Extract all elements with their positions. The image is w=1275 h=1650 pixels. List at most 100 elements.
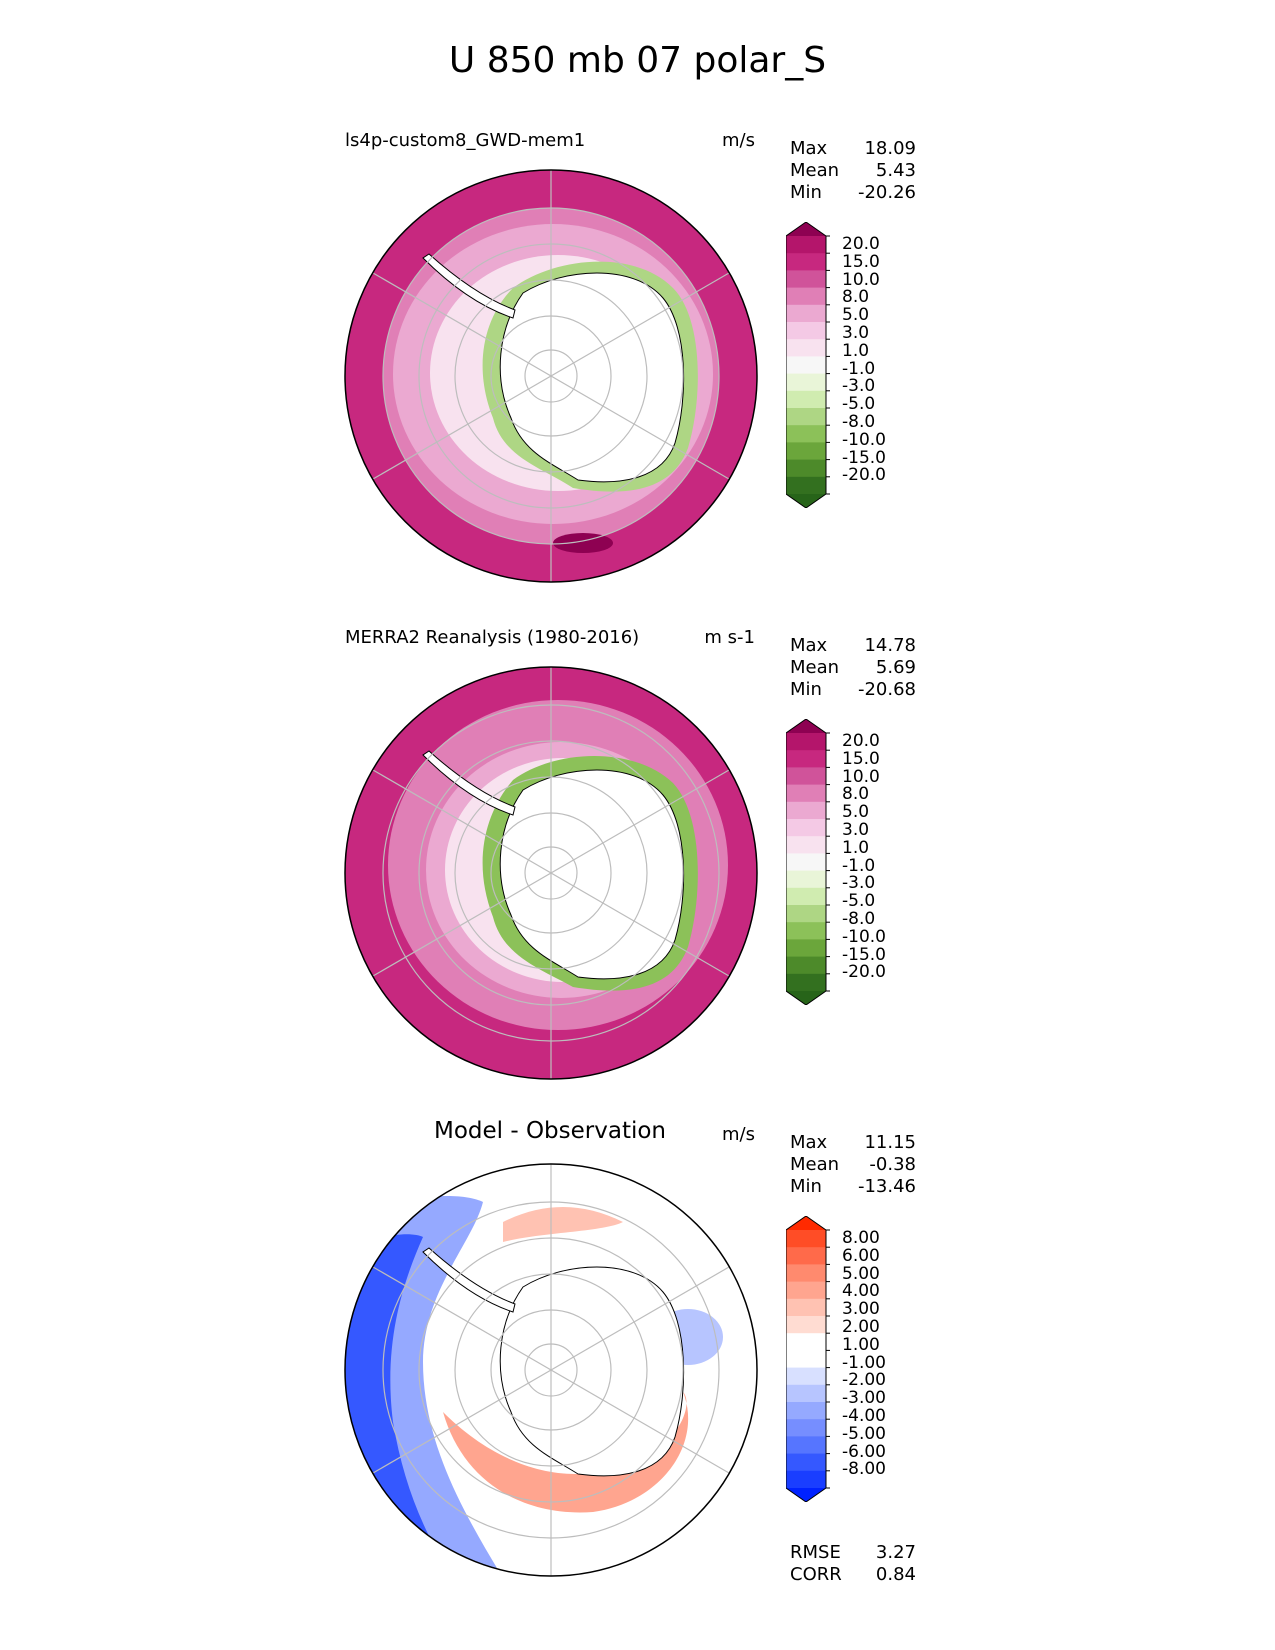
colorbar-tick-label: 20.0 xyxy=(842,234,880,254)
panel-difference: Model - Observation m/s Max 11.15 Mean -0.… xyxy=(0,1118,1275,1614)
min-value: -13.46 xyxy=(857,1176,916,1197)
colorbar-extend-min xyxy=(786,991,826,1005)
colorbar-segment xyxy=(786,887,826,906)
colorbar-tick-label: -2.00 xyxy=(842,1370,886,1391)
colorbar-tick-label: 4.00 xyxy=(842,1281,880,1302)
colorbar-tick-label: -3.0 xyxy=(842,873,876,894)
colorbar-tick-label: 8.0 xyxy=(842,287,870,308)
polar-map xyxy=(344,666,758,1080)
colorbar-segment xyxy=(786,476,826,495)
mean-value: 5.43 xyxy=(875,160,916,181)
colorbar-tick-label: -15.0 xyxy=(842,944,886,965)
colorbar-tick-label: -1.0 xyxy=(842,358,876,379)
colorbar-segment xyxy=(786,1281,826,1300)
mean-label: Mean xyxy=(790,160,840,181)
mean-label: Mean xyxy=(790,657,840,678)
max-value: 18.09 xyxy=(864,138,916,159)
colorbar-labels: 8.00 6.00 5.00 4.00 3.00 2.00 1.00 -1.00 -2.00 -3… xyxy=(842,1229,886,1479)
colorbar-extend-min xyxy=(786,1488,826,1502)
colorbar-segment xyxy=(786,373,826,392)
max-value: 11.15 xyxy=(864,1132,916,1153)
colorbar-segment xyxy=(786,1316,826,1334)
rmse-value: 3.27 xyxy=(875,1542,916,1563)
colorbar-tick-label: 5.00 xyxy=(842,1263,880,1284)
panel-units: m/s xyxy=(722,1124,755,1145)
max-label: Max xyxy=(790,1132,828,1153)
colorbar-tick-label: -1.0 xyxy=(842,855,876,876)
polar-map xyxy=(344,1163,758,1577)
colorbar-labels: 20.0 15.0 10.0 8.0 5.0 3.0 1.0 -1.0 -3.0 -5.0 -8.0… xyxy=(842,732,886,983)
panel-title: MERRA2 Reanalysis (1980-2016) xyxy=(345,627,640,648)
min-label: Min xyxy=(790,182,822,203)
colorbar-segment xyxy=(786,767,826,786)
colorbar-segment xyxy=(786,784,826,803)
colorbar-tick-label: 10.0 xyxy=(842,269,880,290)
colorbar-tick-label: 8.0 xyxy=(842,784,870,805)
max-value: 14.78 xyxy=(864,635,916,656)
panel-title: Model - Observation xyxy=(433,1118,667,1144)
colorbar-segment xyxy=(786,1333,826,1351)
colorbar-tick-label: -4.00 xyxy=(842,1405,886,1426)
colorbar-tick-label: 6.00 xyxy=(842,1245,880,1266)
colorbar-tick-label: 15.0 xyxy=(842,748,880,769)
colorbar-tick-label: 2.00 xyxy=(842,1316,880,1337)
mean-value: -0.38 xyxy=(869,1154,916,1175)
colorbar-segment xyxy=(786,442,826,461)
colorbar-segment xyxy=(786,425,826,443)
colorbar-segment xyxy=(786,408,826,426)
colorbar-segment xyxy=(786,853,826,872)
panel-title: ls4p-custom8_GWD-mem1 xyxy=(345,130,586,151)
colorbar-tick-label: -5.0 xyxy=(842,891,876,912)
colorbar-extend-min xyxy=(786,494,826,508)
min-label: Min xyxy=(790,1176,822,1197)
colorbar-extend-max xyxy=(786,719,826,733)
antarctic-peninsula xyxy=(422,750,516,816)
colorbar-tick-label: 1.0 xyxy=(842,837,870,858)
colorbar-tick-label: -20.0 xyxy=(842,465,886,486)
colorbar-segment xyxy=(786,270,826,289)
colorbar-segment xyxy=(786,390,826,409)
colorbar-segment xyxy=(786,922,826,940)
colorbar-segment xyxy=(786,322,826,340)
colorbar-segment xyxy=(786,956,826,975)
colorbar-segment xyxy=(786,1384,826,1403)
colorbar-segment xyxy=(786,356,826,375)
colorbar-segment xyxy=(786,1230,826,1248)
colorbar-tick-label: 3.0 xyxy=(842,322,870,343)
min-label: Min xyxy=(790,679,822,700)
min-value: -20.26 xyxy=(857,182,916,203)
colorbar-segment xyxy=(786,750,826,768)
corr-value: 0.84 xyxy=(875,1564,916,1585)
colorbar-segment xyxy=(786,801,826,820)
panel-units: m s-1 xyxy=(704,627,755,648)
colorbar-segment xyxy=(786,836,826,854)
colorbar-segment xyxy=(786,459,826,478)
colorbar-segment xyxy=(786,1367,826,1386)
red-north-anomaly xyxy=(503,1207,623,1242)
colorbar xyxy=(786,1216,830,1502)
panel-model: ls4p-custom8_GWD-mem1 m/s Max 18.09 Mean 5… xyxy=(0,130,1275,620)
stats-box: Max 14.78 Mean 5.69 Min -20.68 xyxy=(790,635,916,701)
colorbar xyxy=(786,222,830,508)
colorbar-segment xyxy=(786,1419,826,1437)
polar-map xyxy=(344,169,758,583)
jet-core xyxy=(553,533,613,553)
panel-units: m/s xyxy=(722,130,755,151)
rmse-label: RMSE xyxy=(790,1542,841,1563)
colorbar-tick-label: -8.0 xyxy=(842,411,876,432)
colorbar-tick-label: 15.0 xyxy=(842,251,880,272)
colorbar-segment xyxy=(786,339,826,357)
colorbar-tick-label: -20.0 xyxy=(842,962,886,983)
colorbar-segment xyxy=(786,1247,826,1265)
colorbar-tick-label: -6.00 xyxy=(842,1441,886,1462)
colorbar-tick-label: 10.0 xyxy=(842,766,880,787)
mean-label: Mean xyxy=(790,1154,840,1175)
colorbar-tick-label: -10.0 xyxy=(842,429,886,450)
stats-box: Max 11.15 Mean -0.38 Min -13.46 xyxy=(790,1132,916,1198)
colorbar-extend-max xyxy=(786,222,826,236)
colorbar-tick-label: 5.0 xyxy=(842,305,870,326)
colorbar-segment xyxy=(786,1350,826,1369)
max-label: Max xyxy=(790,635,828,656)
colorbar-segment xyxy=(786,1453,826,1472)
colorbar-labels: 20.0 15.0 10.0 8.0 5.0 3.0 1.0 -1.0 -3.0 -5.0 -8.0… xyxy=(842,234,886,486)
